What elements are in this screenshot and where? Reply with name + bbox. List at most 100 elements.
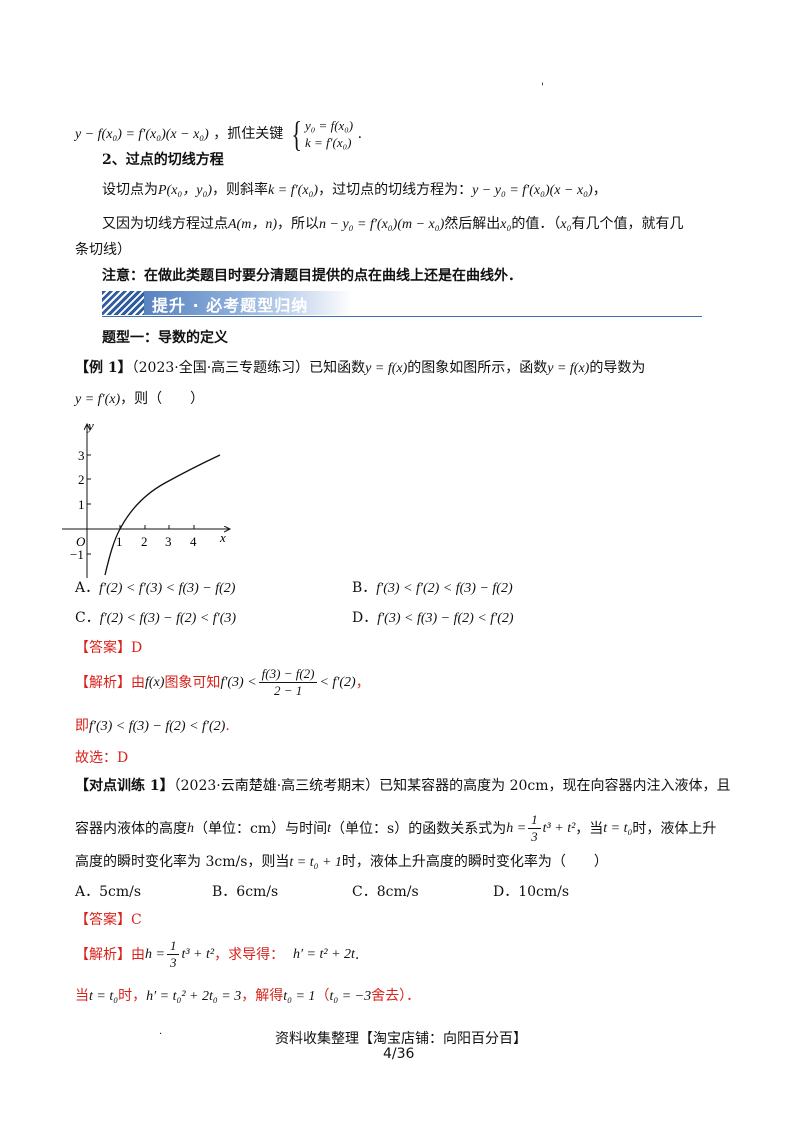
text: ，所以 (277, 216, 319, 232)
choose-answer: 故选：D (75, 750, 129, 766)
formula: y − y₀ = f′(x₀)(x − x₀) (472, 183, 593, 198)
analysis: 【解析】由 f(x) 图象可知 f′(3) < f(3) − f(2) 2 − 1 < f′… (75, 666, 370, 699)
formula: x₀ (560, 217, 572, 232)
text: 的导数为 (589, 360, 646, 376)
text: ，解得 (241, 988, 284, 1004)
banner-hatch-icon (102, 291, 144, 315)
text: 容器内液体的高度 (75, 820, 187, 837)
origin-label: O (76, 534, 86, 549)
formula: h (187, 820, 194, 836)
fraction-denominator: 2 − 1 (273, 683, 303, 698)
text: ，当 (575, 820, 604, 837)
formula: k = f′(x₀) (268, 183, 319, 198)
formula: x₀ (500, 217, 512, 232)
tangent-formula: y − f(x₀) = f′(x₀)(x − x₀) (75, 127, 209, 142)
text: ， (355, 674, 370, 691)
paragraph-line: 又因为切线方程过点A(m，n)，所以n − y₀ = f′(x₀)(m − x₀… (102, 214, 683, 235)
text: （2023·云南楚雄·高三统考期末）已知某容器的高度为 20cm，现在向容器内注… (173, 778, 731, 794)
paragraph-line: 设切点为P(x₀，y₀)，则斜率k = f′(x₀)，过切点的切线方程为：y −… (102, 180, 607, 201)
formula: h = (145, 946, 165, 962)
option-a[interactable]: A．f′(2) < f′(3) < f(3) − f(2) (75, 578, 235, 599)
text: ，过切点的切线方程为： (318, 182, 473, 198)
fraction-denominator: 3 (169, 955, 177, 970)
example-question-cont: y = f′(x)，则（ ） (75, 389, 204, 410)
option-expr: f′(3) < f′(2) < f(3) − f(2) (376, 581, 513, 596)
text: （单位：s）的函数关系式为 (331, 820, 507, 837)
formula: h = (506, 820, 527, 836)
example-question: 【例 1】（2023·全国·高三专题练习）已知函数y = f(x)的图象如图所示… (75, 358, 645, 379)
text: 的值．（ (511, 216, 561, 232)
text: 图象可知 (164, 674, 221, 691)
formula: t = t₀ + 1 (289, 855, 342, 870)
system-eq-1: y₀ = f(x₀) (305, 118, 354, 133)
answer-value: C (131, 912, 142, 928)
fraction-numerator: 1 (528, 812, 541, 829)
text: （2023·全国·高三专题练习）已知函数 (131, 360, 366, 376)
text: 有几个值，就有几 (571, 216, 684, 232)
analysis-tag: 【解析】 (75, 946, 131, 963)
y-tick-label: −1 (70, 547, 84, 562)
formula: h′ = t₀² + 2t₀ = 3 (146, 989, 242, 1004)
formula: t (327, 820, 332, 836)
text: 高度的瞬时变化率为 3cm/s，则当 (75, 854, 290, 870)
x-tick-label: 1 (116, 534, 123, 549)
option-label: C． (75, 610, 100, 626)
text: ， (592, 182, 607, 198)
paragraph-line: 条切线） (75, 242, 131, 258)
option-c[interactable]: C．8cm/s (352, 884, 419, 900)
footer-shop: 资料收集整理【淘宝店铺：向阳百分百】 (275, 1031, 527, 1047)
y-axis-label: y (86, 418, 94, 433)
x-tick-label: 2 (141, 534, 148, 549)
x-axis-label: x (219, 530, 226, 545)
option-b[interactable]: B．f′(3) < f′(2) < f(3) − f(2) (352, 578, 513, 599)
option-b[interactable]: B．6cm/s (212, 884, 279, 900)
section-banner: 提升 · 必考题型归纳 (102, 291, 352, 315)
text: 由 (131, 674, 145, 691)
text: 设切点为 (102, 182, 158, 198)
text: 时，液体上升 (632, 820, 717, 837)
formula: y = f′(x) (75, 392, 121, 407)
text: . (225, 718, 230, 734)
fraction: f(3) − f(2) 2 − 1 (258, 666, 318, 699)
fraction-numerator: 1 (166, 938, 180, 955)
answer-tag: 【答案】 (75, 912, 131, 928)
option-d[interactable]: D．f′(3) < f(3) − f(2) < f′(2) (352, 608, 514, 629)
tangent-line-1: y − f(x₀) = f′(x₀)(x − x₀) ，抓住关键 { y₀ = … (75, 116, 362, 152)
x-tick-label: 3 (165, 534, 172, 549)
option-label: D． (352, 610, 378, 626)
training-question-cont: 容器内液体的高度 h （单位：cm）与时间 t （单位：s）的函数关系式为 h = 1 3 t³… (75, 812, 716, 845)
formula: y = f(x) (365, 361, 408, 376)
option-d[interactable]: D．10cm/s (493, 884, 570, 900)
formula: t = t₀ (603, 820, 633, 836)
text: （ (315, 988, 330, 1004)
section-title: 2、过点的切线方程 (102, 152, 224, 168)
formula: f′(3) < f(3) − f(2) < f′(2) (89, 719, 226, 734)
option-a[interactable]: A．5cm/s (75, 884, 142, 900)
analysis-line: 当t = t₀时，h′ = t₀² + 2t₀ = 3，解得t₀ = 1（t₀ … (75, 986, 420, 1007)
formula: f′(3) < (220, 674, 257, 690)
text: 然后解出 (444, 216, 501, 232)
text: 时，液体上升高度的瞬时变化率为（ ） (341, 854, 608, 870)
period: . (357, 126, 363, 142)
analysis: 【解析】由 h = 1 3 t³ + t² ，求导得： h′ = t² + 2t. (75, 938, 359, 971)
text: . (354, 946, 360, 963)
banner-title: 提升 · 必考题型归纳 (152, 296, 309, 315)
footer-dot: . (159, 1026, 163, 1037)
function-graph: y x O 1 2 3 4 3 2 1 −1 (62, 418, 240, 578)
formula: t³ + t² (542, 820, 576, 836)
text: 即 (75, 718, 89, 734)
formula: y = f(x) (547, 361, 590, 376)
x-tick-label: 4 (190, 534, 197, 549)
text: 由 (131, 946, 145, 963)
header-mark: ' (541, 82, 544, 93)
note: 注意：在做此类题目时要分清题目提供的点在曲线上还是在曲线外． (102, 268, 522, 284)
y-tick-label: 2 (78, 472, 85, 487)
fraction-denominator: 3 (531, 829, 538, 844)
text: ，抓住关键 (213, 126, 284, 142)
text: ，求导得： (214, 946, 285, 963)
formula: A(m，n) (228, 217, 277, 232)
y-tick-label: 3 (78, 448, 85, 463)
option-c[interactable]: C．f′(2) < f(3) − f(2) < f′(3) (75, 608, 236, 629)
text: 又因为切线方程过点 (102, 216, 228, 232)
